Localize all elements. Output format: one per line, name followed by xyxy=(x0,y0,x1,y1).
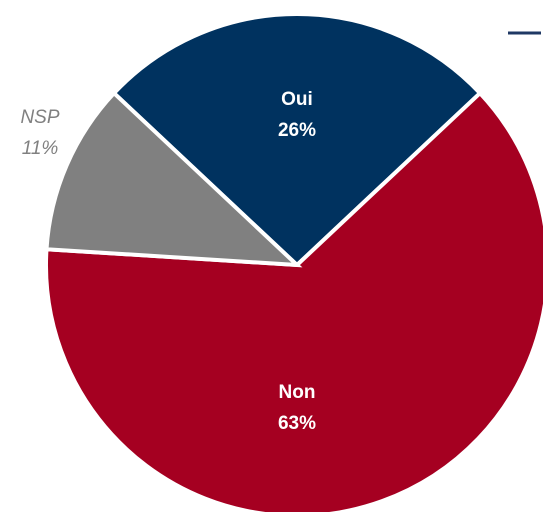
slice-label: Non xyxy=(279,382,316,403)
pie-slice xyxy=(44,90,543,512)
pie-slice xyxy=(44,90,303,268)
slice-label: Oui xyxy=(281,89,313,110)
slice-value: 26% xyxy=(278,120,316,141)
slice-value: 11% xyxy=(22,138,59,159)
slice-value: 63% xyxy=(278,413,316,434)
pie-slice xyxy=(111,12,483,268)
slice-label: NSP xyxy=(20,107,59,128)
